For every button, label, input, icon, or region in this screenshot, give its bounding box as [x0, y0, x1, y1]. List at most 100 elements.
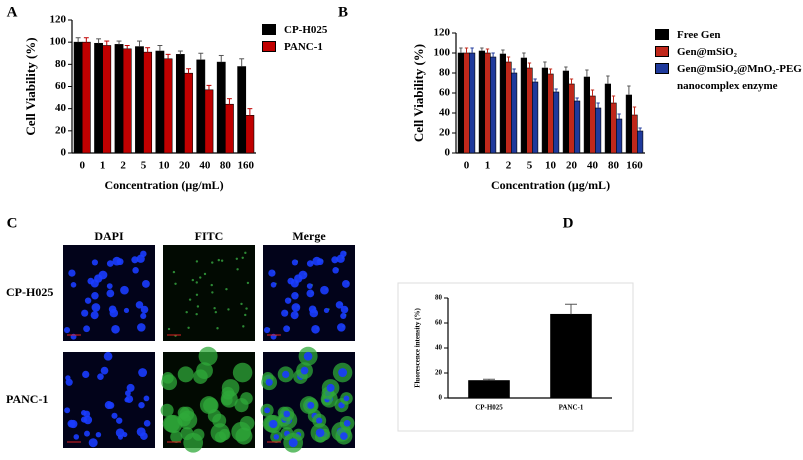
cell-cytoplasm	[232, 362, 253, 383]
cell-speckle	[174, 282, 177, 285]
error-bar	[617, 113, 621, 119]
bar	[636, 130, 644, 154]
error-bar	[611, 95, 616, 103]
nucleus	[326, 383, 335, 392]
bar	[163, 58, 173, 154]
bar	[237, 66, 247, 154]
y-axis-label: Cell Viability (%)	[23, 37, 38, 135]
cell-speckle	[216, 327, 219, 330]
x-tick-label: 40	[199, 160, 211, 172]
y-tick-label: 100	[50, 36, 67, 48]
bar	[468, 52, 476, 154]
nucleus	[343, 419, 351, 427]
bar	[245, 115, 255, 154]
nucleus	[283, 325, 291, 333]
nucleus	[263, 326, 271, 334]
cell-speckle	[225, 287, 228, 291]
cell-speckle	[236, 268, 239, 271]
bar	[81, 41, 91, 154]
error-bar	[75, 37, 81, 43]
cell-cytoplasm	[198, 346, 218, 366]
error-bar	[564, 66, 568, 71]
x-tick-label: 160	[626, 160, 643, 172]
bar	[102, 45, 112, 154]
cell-cytoplasm	[210, 423, 230, 443]
nucleus	[136, 254, 145, 263]
nucleus	[290, 279, 299, 288]
error-bar	[145, 47, 151, 53]
y-tick-label: 120	[50, 14, 67, 26]
x-tick-label: 1	[100, 160, 106, 172]
legend-label: Free Gen	[677, 29, 721, 41]
nucleus	[81, 309, 89, 317]
nucleus	[140, 312, 147, 320]
nucleus	[264, 407, 271, 414]
nucleus	[138, 368, 148, 377]
y-tick-label: 40	[439, 107, 451, 119]
x-tick-label: 160	[238, 160, 255, 172]
nucleus	[90, 311, 99, 320]
bar	[204, 89, 214, 154]
nucleus	[142, 279, 150, 288]
nucleus	[140, 305, 149, 314]
error-bar	[512, 68, 516, 73]
bar	[625, 94, 632, 154]
legend-label: CP-H025	[284, 24, 328, 36]
error-bar	[501, 49, 505, 54]
x-tick-label: 10	[159, 160, 171, 172]
error-bar	[491, 52, 495, 57]
nucleus	[269, 419, 278, 429]
nucleus	[82, 370, 90, 379]
nucleus	[338, 368, 348, 377]
bar	[594, 107, 602, 154]
nucleus	[343, 395, 350, 402]
nucleus	[284, 297, 292, 304]
legend-swatch	[655, 46, 669, 57]
nucleus	[265, 378, 273, 386]
nucleus	[140, 432, 148, 440]
error-bar	[186, 68, 191, 74]
error-bar	[459, 47, 463, 53]
bar	[196, 59, 206, 154]
y-tick-label: 20	[439, 127, 451, 139]
nucleus	[306, 283, 313, 289]
error-bar	[104, 40, 110, 46]
nucleus	[97, 373, 104, 380]
error-bar	[590, 89, 595, 96]
cell-cytoplasm	[221, 379, 240, 397]
cell-cytoplasm	[235, 427, 253, 445]
nucleus	[84, 297, 92, 304]
error-bar	[116, 40, 122, 45]
y-tick-label: 0	[445, 147, 451, 159]
bar	[589, 95, 596, 154]
bar	[510, 72, 518, 154]
nucleus	[70, 281, 77, 288]
cell-speckle	[203, 272, 207, 276]
micrograph-bg	[163, 245, 255, 341]
y-tick-label: 20	[55, 124, 67, 136]
nucleus	[335, 301, 344, 309]
error-bar	[485, 48, 490, 53]
panel-label: B	[338, 4, 348, 20]
error-bar	[506, 56, 511, 62]
nucleus	[306, 289, 315, 298]
nucleus	[100, 366, 109, 375]
nucleus	[65, 378, 73, 386]
nucleus	[123, 307, 130, 314]
nucleus	[84, 430, 90, 437]
nucleus	[138, 401, 145, 409]
bar	[604, 83, 611, 154]
x-tick-label: 10	[545, 160, 557, 172]
nucleus	[316, 417, 323, 424]
error-bar	[157, 44, 163, 52]
panel-label: A	[7, 4, 18, 20]
cell-speckle	[217, 258, 221, 262]
y-tick-label: 0	[439, 394, 443, 402]
nucleus	[80, 416, 88, 423]
error-bar	[569, 78, 574, 84]
nucleus	[115, 428, 125, 438]
column-label: FITC	[195, 229, 224, 243]
bar	[216, 61, 226, 154]
nucleus	[73, 434, 80, 440]
